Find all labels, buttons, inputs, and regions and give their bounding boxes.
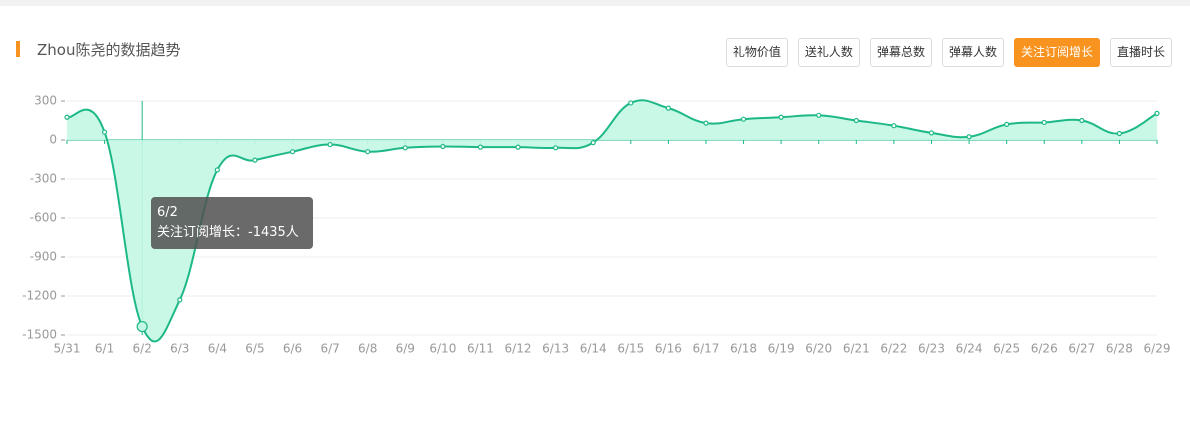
tooltip-title: 6/2 <box>157 205 178 220</box>
point <box>628 100 634 106</box>
point <box>136 320 148 333</box>
top-bar <box>0 0 1190 6</box>
point <box>853 117 859 124</box>
point <box>553 145 559 151</box>
y-tick-label: -300 <box>30 172 57 186</box>
point <box>1116 130 1123 137</box>
area <box>67 100 1157 342</box>
x-tick-label: 6/12 <box>505 342 532 356</box>
x-tick-label: 6/19 <box>768 342 795 356</box>
point <box>289 149 296 155</box>
point <box>402 145 408 151</box>
x-tick-label: 5/31 <box>54 342 81 356</box>
x-tick-label: 6/26 <box>1031 342 1058 356</box>
x-tick-label: 6/3 <box>170 342 189 356</box>
point <box>477 144 484 150</box>
point <box>1004 121 1010 128</box>
y-tick-label: 300 <box>34 94 57 108</box>
y-tick-label: -600 <box>30 211 57 225</box>
point <box>515 144 521 150</box>
point <box>365 149 371 155</box>
tooltip: 6/2 关注订阅增长：-1435人 <box>151 197 313 249</box>
tooltip-text: 关注订阅增长：-1435人 <box>157 225 299 240</box>
x-tick-label: 6/28 <box>1106 342 1133 356</box>
point <box>64 114 70 120</box>
x-tick-label: 6/23 <box>918 342 945 356</box>
x-tick-label: 6/21 <box>843 342 870 356</box>
point <box>440 143 446 150</box>
x-tick-label: 6/29 <box>1144 342 1171 356</box>
x-tick-label: 6/2 <box>133 342 152 356</box>
tab-button[interactable]: 弹幕总数 <box>869 38 932 67</box>
y-tick-label: -900 <box>30 250 57 264</box>
x-tick-label: 6/15 <box>617 342 644 356</box>
x-tick-label: 6/18 <box>730 342 757 356</box>
x-tick-label: 6/11 <box>467 342 494 356</box>
x-tick-label: 6/7 <box>320 342 339 356</box>
x-tick-label: 6/14 <box>580 342 607 356</box>
point <box>740 116 747 122</box>
x-tick-label: 6/8 <box>358 342 377 356</box>
x-tick-label: 6/13 <box>542 342 569 356</box>
point <box>252 157 258 163</box>
x-tick-label: 6/16 <box>655 342 682 356</box>
point <box>816 112 822 118</box>
point <box>1154 110 1160 116</box>
title-mark <box>16 41 20 57</box>
tab-button[interactable]: 弹幕人数 <box>941 38 1004 67</box>
point <box>214 167 220 173</box>
tab-button[interactable]: 礼物价值 <box>725 38 788 67</box>
point <box>703 120 709 126</box>
x-tick-label: 6/25 <box>993 342 1020 356</box>
point <box>928 130 935 136</box>
point <box>177 297 183 303</box>
point <box>590 140 596 146</box>
point <box>966 134 972 140</box>
point <box>778 114 784 120</box>
tab-button[interactable]: 送礼人数 <box>797 38 860 67</box>
point <box>891 123 897 129</box>
point <box>1079 117 1085 124</box>
tab-button[interactable]: 关注订阅增长 <box>1013 38 1100 67</box>
y-tick-label: -1500 <box>22 328 57 342</box>
title: Zhou陈尧的数据趋势 <box>37 41 181 59</box>
point <box>101 129 108 135</box>
x-tick-label: 6/24 <box>956 342 983 356</box>
y-tick-label: -1200 <box>22 289 57 303</box>
button-group: 礼物价值 送礼人数 弹幕总数 弹幕人数 关注订阅增长 直播时长 <box>725 38 1172 67</box>
y-tick-label: 0 <box>49 133 57 147</box>
point <box>327 141 333 148</box>
point <box>665 105 671 111</box>
x-tick-label: 6/5 <box>245 342 264 356</box>
x-tick-label: 6/1 <box>95 342 114 356</box>
x-tick-label: 6/10 <box>429 342 456 356</box>
point <box>1041 119 1047 126</box>
x-tick-label: 6/9 <box>396 342 415 356</box>
x-tick-label: 6/6 <box>283 342 302 356</box>
x-tick-label: 6/4 <box>208 342 227 356</box>
tab-button[interactable]: 直播时长 <box>1109 38 1172 67</box>
x-tick-label: 6/17 <box>692 342 719 356</box>
x-tick-label: 6/22 <box>880 342 907 356</box>
x-tick-label: 6/20 <box>805 342 832 356</box>
x-tick-label: 6/27 <box>1068 342 1095 356</box>
